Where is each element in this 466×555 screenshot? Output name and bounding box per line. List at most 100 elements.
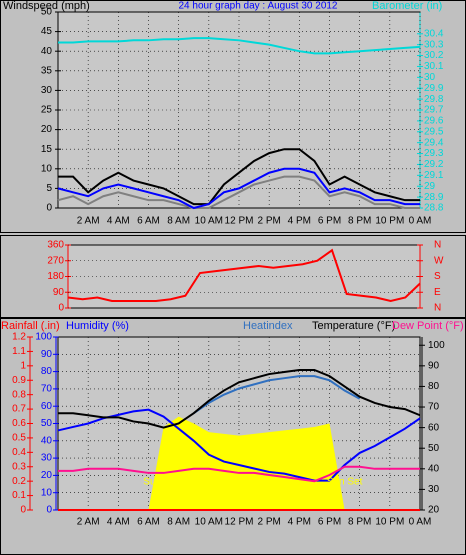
x-tick-label: 10 AM [195,216,223,227]
y2-axis-label: Temperature (°F) [312,320,395,332]
y-tick-label: 360 [47,240,64,251]
x-tick-label: 10 AM [195,517,223,528]
y2-tick-label: 29.9 [424,83,444,94]
y3-tick-label: 0.2 [12,476,26,487]
y2-tick-label: 50 [428,443,440,454]
line [57,167,420,210]
y2-tick-label: 20 [428,505,440,516]
y2-tick-label: 40 [428,463,440,474]
y-tick-label: 20 [41,124,53,135]
y-tick-label: 80 [41,366,53,377]
y-tick-label: 40 [41,435,53,446]
y2-tick-label: 80 [428,381,440,392]
y-tick-label: 0 [46,203,52,214]
x-tick-label: 4 AM [107,216,130,227]
y2-tick-label: 29.1 [424,170,444,181]
chart-title: 24 hour graph day : August 30 2012 [178,1,337,12]
y2-tick-label: 29.2 [424,159,444,170]
x-tick-label: 6 AM [137,517,160,528]
y3-tick-label: 0.1 [12,490,26,501]
y3-tick-label: 0.4 [12,447,26,458]
y-tick-label: 30 [41,453,53,464]
x-tick-label: 2 AM [77,216,100,227]
x-tick-label: 4 AM [107,517,130,528]
y3-tick-label: 0.5 [12,433,26,444]
y2-tick-label: S [434,271,441,282]
y-tick-label: 50 [41,418,53,429]
y-tick-label: 50 [41,7,53,18]
x-tick-label: 6 PM [318,216,341,227]
y2-tick-label: 29.4 [424,137,444,148]
x-tick-label: 2 PM [257,216,280,227]
y2-tick-label: 29.8 [424,94,444,105]
line [193,375,361,415]
x-tick-label: 0 AM [409,216,432,227]
y-tick-label: 5 [46,183,52,194]
y-tick-label: 270 [47,255,64,266]
y2-tick-label: N [434,240,441,251]
line [58,465,420,483]
y2-tick-label: 28.8 [424,203,444,214]
y-tick-label: 15 [41,144,53,155]
y2-tick-label: 29.6 [424,116,444,127]
y2-tick-label: 30.1 [424,61,444,72]
x-tick-label: 12 PM [225,216,254,227]
y-tick-label: 100 [35,332,52,343]
y2-axis-label: Barometer (in) [372,0,442,12]
y2-tick-label: 30 [428,484,440,495]
y2-tick-label: 70 [428,402,440,413]
x-tick-label: 10 PM [375,216,404,227]
y2-tick-label: 29.3 [424,148,444,159]
y-tick-label: 20 [41,470,53,481]
y3-tick-label: 1.2 [12,332,26,343]
y2-tick-label: 30.3 [424,39,444,50]
line [57,408,421,482]
y2-tick-label: 29.7 [424,105,444,116]
y3-tick-label: 0.9 [12,375,26,386]
y2-tick-label: 90 [428,360,440,371]
x-tick-label: 12 PM [225,517,254,528]
y-tick-label: 10 [41,163,53,174]
y2-tick-label: N [434,303,441,314]
annotation: Sun Set [327,477,363,488]
x-tick-label: 10 PM [375,517,404,528]
y-tick-label: 10 [41,487,53,498]
x-tick-label: 8 AM [167,216,190,227]
y2-tick-label: 29 [424,181,436,192]
y-tick-label: 180 [47,271,64,282]
line [58,37,421,55]
line [67,248,421,303]
y3-tick-label: 1.1 [12,346,26,357]
y3-tick-label: 0.3 [12,461,26,472]
y-tick-label: 25 [41,105,53,116]
y2-tick-label: E [434,287,441,298]
y2-tick-label: 28.9 [424,192,444,203]
y3-tick-label: 0.7 [12,404,26,415]
y3-tick-label: 0 [20,505,26,516]
x-tick-label: 4 PM [288,216,311,227]
x-tick-label: 0 AM [409,517,432,528]
y2-tick-label: W [434,255,444,266]
y2-tick-label: 30.2 [424,50,444,61]
y-tick-label: 0 [58,303,64,314]
line [58,368,421,429]
y3-tick-label: 0.8 [12,389,26,400]
y-axis-label: Humidity (%) [66,320,129,332]
y3-tick-label: 1 [20,360,26,371]
y-tick-label: 90 [41,349,53,360]
y2-tick-label: 60 [428,422,440,433]
x-tick-label: 4 PM [288,517,311,528]
y3-tick-label: 0.6 [12,418,26,429]
y-tick-label: 0 [46,505,52,516]
y2-tick-label: 100 [428,340,445,351]
y2-tick-label: 30 [424,72,436,83]
y2-tick-label: 29.5 [424,126,444,137]
annotation: Sun Rise [143,477,184,488]
y-axis-label: Windspeed (mph) [3,0,90,12]
line [58,148,420,206]
x-tick-label: 2 AM [77,517,100,528]
y-tick-label: 90 [53,287,65,298]
x-tick-label: 8 PM [348,517,371,528]
y3-axis-label: Rainfall (.in) [1,320,60,332]
